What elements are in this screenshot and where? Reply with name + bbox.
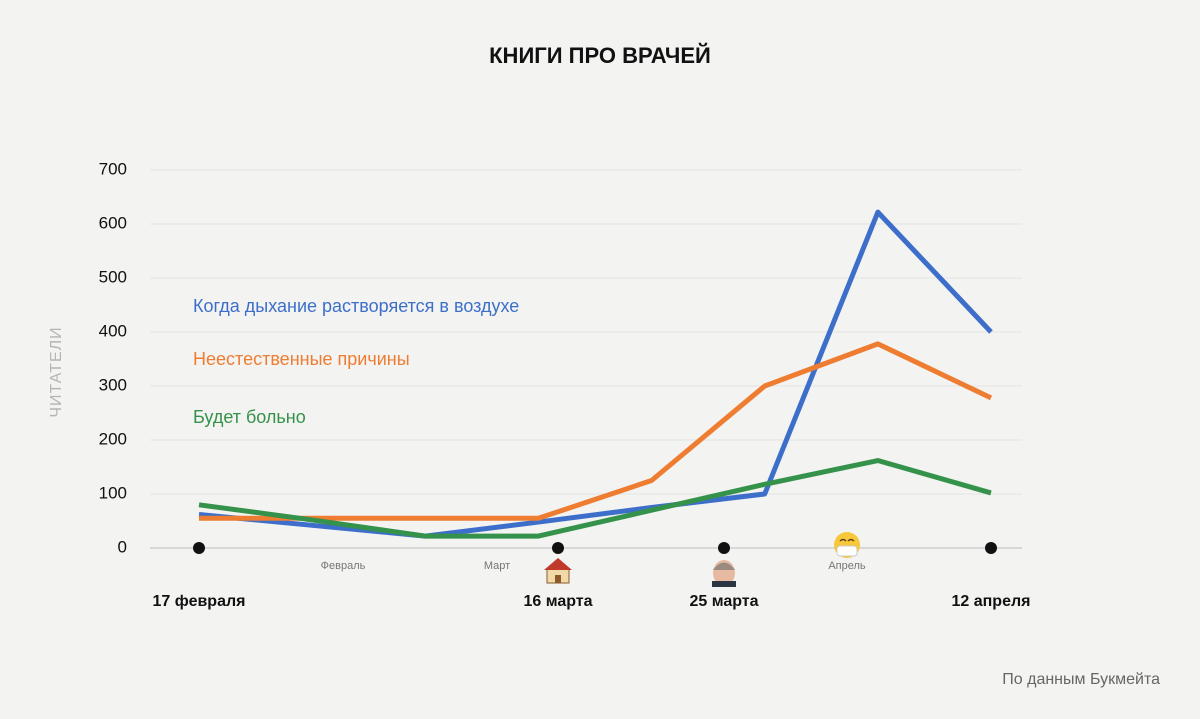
y-tick-label: 600 bbox=[99, 213, 127, 232]
month-label: Апрель bbox=[828, 560, 866, 572]
series-line bbox=[198, 458, 992, 539]
event-marker bbox=[552, 542, 564, 554]
y-tick-label: 700 bbox=[99, 159, 127, 178]
face-icon bbox=[712, 560, 736, 587]
y-tick-label: 100 bbox=[99, 483, 127, 502]
y-tick-label: 500 bbox=[99, 267, 127, 286]
event-label: 25 марта bbox=[689, 593, 758, 610]
series-line bbox=[198, 209, 993, 539]
event-label: 17 февраля bbox=[153, 593, 246, 610]
event-marker bbox=[985, 542, 997, 554]
event-marker bbox=[718, 542, 730, 554]
legend-label: Когда дыхание растворяется в воздухе bbox=[193, 296, 519, 316]
y-tick-label: 300 bbox=[99, 375, 127, 394]
event-label: 16 марта bbox=[523, 593, 592, 610]
source: По данным Букмейта bbox=[1002, 671, 1160, 688]
event-marker bbox=[193, 542, 205, 554]
month-label: Февраль bbox=[321, 560, 366, 572]
y-tick-label: 400 bbox=[99, 321, 127, 340]
legend-label: Будет больно bbox=[193, 407, 306, 427]
y-tick-label: 200 bbox=[99, 429, 127, 448]
event-label: 12 апреля bbox=[952, 593, 1031, 610]
house-icon bbox=[544, 558, 572, 584]
mask-icon bbox=[834, 532, 860, 558]
legend-label: Неестественные причины bbox=[193, 349, 410, 369]
y-tick-label: 0 bbox=[118, 537, 127, 556]
chart-title: КНИГИ ПРО ВРАЧЕЙ bbox=[489, 43, 711, 68]
y-axis-label: ЧИТАТЕЛИ bbox=[48, 326, 65, 417]
month-label: Март bbox=[484, 560, 510, 572]
series-line bbox=[199, 341, 993, 521]
